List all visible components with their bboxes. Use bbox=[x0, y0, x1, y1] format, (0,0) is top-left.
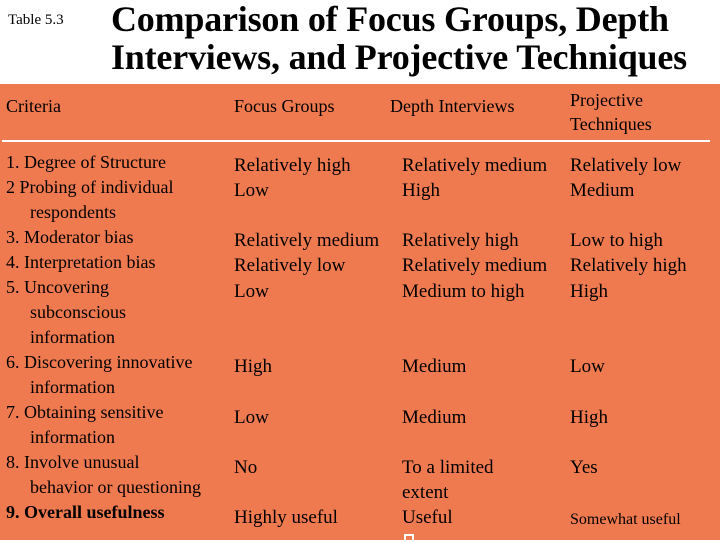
criterion-8: 8. Involve unusual bbox=[6, 452, 140, 472]
focus-row-6: High bbox=[234, 356, 272, 377]
depth-row-8-line-2: extent bbox=[402, 482, 449, 503]
criteria-column: 1. Degree of Structure 2 Probing of indi… bbox=[6, 150, 201, 525]
header-projective-line-2: Techniques bbox=[570, 114, 652, 134]
focus-row-9: Highly useful bbox=[234, 507, 338, 528]
focus-row-1: Relatively high bbox=[234, 155, 351, 176]
focus-row-2: Low bbox=[234, 180, 269, 201]
criterion-5: 5. Uncovering bbox=[6, 277, 109, 297]
criterion-8-cont: behavior or questioning bbox=[30, 477, 201, 497]
depth-row-2: High bbox=[402, 180, 440, 201]
projective-row-6: Low bbox=[570, 356, 605, 377]
criterion-9: 9. Overall usefulness bbox=[6, 502, 165, 522]
criterion-5-cont-2: information bbox=[30, 327, 115, 347]
depth-row-1: Relatively medium bbox=[402, 155, 548, 176]
criterion-2: 2 Probing of individual bbox=[6, 177, 174, 197]
header-criteria: Criteria bbox=[6, 96, 61, 116]
depth-row-4: Relatively medium bbox=[402, 255, 548, 276]
criterion-1: 1. Degree of Structure bbox=[6, 152, 166, 172]
criterion-5-cont-1: subconscious bbox=[30, 302, 126, 322]
projective-row-2: Medium bbox=[570, 180, 635, 201]
depth-row-9: Useful bbox=[402, 507, 453, 528]
depth-row-7: Medium bbox=[402, 407, 467, 428]
depth-row-6: Medium bbox=[402, 356, 467, 377]
page-title: Comparison of Focus Groups, Depth Interv… bbox=[111, 0, 711, 76]
criterion-7: 7. Obtaining sensitive bbox=[6, 402, 164, 422]
focus-row-5: Low bbox=[234, 281, 269, 302]
criterion-2-cont: respondents bbox=[30, 202, 116, 222]
criterion-7-cont: information bbox=[30, 427, 115, 447]
depth-row-3: Relatively high bbox=[402, 230, 519, 251]
criterion-6: 6. Discovering innovative bbox=[6, 352, 193, 372]
focus-row-7: Low bbox=[234, 407, 269, 428]
depth-row-8-line-1: To a limited bbox=[402, 457, 494, 478]
title-line-2: Interviews, and Projective Techniques bbox=[111, 37, 687, 77]
bottom-marker bbox=[404, 534, 414, 542]
title-line-1: Comparison of Focus Groups, Depth bbox=[111, 0, 669, 39]
projective-row-9: Somewhat useful bbox=[570, 511, 681, 528]
header-depth-interviews: Depth Interviews bbox=[390, 96, 515, 116]
criterion-4: 4. Interpretation bias bbox=[6, 252, 156, 272]
projective-row-8: Yes bbox=[570, 457, 598, 478]
focus-row-4: Relatively low bbox=[234, 255, 346, 276]
depth-row-8: To a limited extent bbox=[402, 455, 494, 505]
focus-row-8: No bbox=[234, 457, 258, 478]
projective-row-4: Relatively high bbox=[570, 255, 687, 276]
projective-row-1: Relatively low bbox=[570, 155, 682, 176]
projective-row-7: High bbox=[570, 407, 608, 428]
depth-row-5: Medium to high bbox=[402, 281, 525, 302]
header-projective-line-1: Projective bbox=[570, 90, 643, 110]
projective-row-3: Low to high bbox=[570, 230, 663, 251]
criterion-3: 3. Moderator bias bbox=[6, 227, 134, 247]
header-focus-groups: Focus Groups bbox=[234, 96, 335, 116]
projective-row-5: High bbox=[570, 281, 608, 302]
criterion-6-cont: information bbox=[30, 377, 115, 397]
header-divider bbox=[2, 140, 710, 142]
comparison-table-panel bbox=[0, 84, 720, 540]
table-label: Table 5.3 bbox=[8, 12, 64, 28]
focus-row-3: Relatively medium bbox=[234, 230, 380, 251]
header-projective-techniques: Projective Techniques bbox=[570, 88, 652, 136]
